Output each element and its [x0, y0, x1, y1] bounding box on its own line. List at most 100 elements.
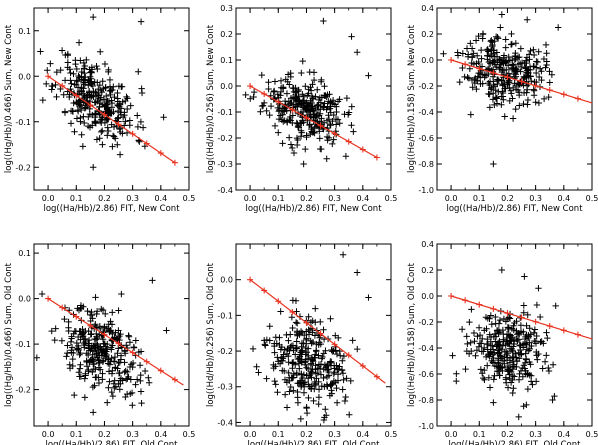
data-point [498, 93, 505, 100]
data-point [278, 116, 285, 124]
plot-frame [33, 7, 190, 191]
data-point [123, 376, 130, 383]
data-point [295, 124, 303, 131]
data-point [296, 353, 304, 360]
data-point [133, 376, 141, 383]
data-point [322, 405, 329, 413]
data-point [314, 102, 321, 110]
fit-line-marker [129, 130, 136, 137]
y-tick-label: 0.1 [220, 56, 233, 65]
data-point [111, 377, 118, 384]
data-point [136, 362, 144, 369]
fit-line-marker [59, 82, 66, 89]
data-point [99, 358, 107, 365]
data-point [292, 351, 299, 358]
data-point [339, 251, 347, 258]
data-point [315, 361, 323, 368]
data-point [315, 393, 323, 401]
data-point [480, 344, 488, 352]
data-point [536, 65, 544, 72]
data-point [302, 145, 309, 153]
data-point [69, 362, 76, 370]
data-point [479, 335, 486, 343]
data-point [110, 133, 118, 140]
data-point [292, 297, 300, 304]
data-point [339, 369, 347, 377]
data-point [70, 70, 77, 78]
data-point [517, 322, 525, 329]
data-point [81, 375, 88, 382]
data-point [329, 117, 336, 125]
data-point [549, 361, 557, 368]
fit-line-marker [532, 318, 539, 325]
data-point [102, 310, 109, 318]
data-point [517, 68, 524, 75]
data-point [286, 115, 293, 123]
x-axis-label: log((Ha/Hb)/2.86) FIT, New Cont [43, 204, 180, 214]
fit-line-marker [546, 87, 553, 94]
data-point [324, 136, 331, 144]
data-point [97, 48, 104, 55]
data-point [466, 318, 473, 326]
data-point [512, 73, 520, 80]
data-point [510, 385, 517, 392]
data-point [283, 331, 290, 339]
data-point [77, 114, 84, 122]
data-point [275, 115, 283, 123]
data-point [306, 326, 314, 334]
data-point [115, 114, 122, 121]
data-point [335, 365, 342, 373]
data-point [64, 349, 71, 357]
fit-line-marker [560, 327, 567, 334]
data-point [303, 409, 311, 417]
data-point [118, 83, 125, 90]
y-tick-label: -0.2 [15, 386, 31, 395]
x-tick-label: 0.2 [98, 194, 111, 203]
data-point [94, 335, 101, 342]
data-point [496, 316, 504, 324]
data-point [92, 294, 99, 301]
data-point [82, 372, 89, 379]
fit-line-marker [73, 92, 80, 99]
data-point [107, 87, 114, 95]
data-point [78, 131, 85, 138]
data-point [494, 33, 501, 41]
data-point [308, 385, 315, 393]
data-point [504, 340, 511, 347]
data-point [71, 328, 78, 335]
data-point [506, 359, 514, 366]
data-point [348, 103, 355, 110]
data-point [257, 108, 264, 115]
data-point [93, 310, 100, 318]
data-point [305, 352, 312, 360]
fit-line-marker [143, 358, 150, 365]
data-point [38, 290, 46, 298]
data-point [340, 352, 348, 360]
data-point [141, 367, 149, 375]
data-point [80, 339, 87, 347]
data-point [509, 365, 517, 373]
data-point [49, 82, 56, 90]
data-point [521, 359, 529, 367]
data-point [487, 86, 495, 93]
data-point [103, 92, 110, 100]
data-point [96, 323, 103, 330]
y-tick-label: 0.2 [220, 30, 233, 39]
data-point [107, 86, 115, 94]
x-tick-label: 0.4 [557, 430, 570, 439]
data-point [276, 360, 284, 367]
data-point [532, 64, 540, 71]
fit-line-marker [345, 352, 352, 359]
data-point [304, 92, 311, 99]
data-point [53, 68, 61, 76]
data-point [114, 141, 121, 148]
data-point [330, 362, 338, 369]
data-point [512, 350, 519, 357]
data-point [99, 127, 106, 134]
data-point [494, 35, 502, 42]
data-point [314, 369, 322, 377]
y-tick-label: 0.3 [220, 4, 233, 13]
data-point [490, 78, 497, 85]
data-point [315, 386, 323, 393]
data-point [110, 358, 118, 365]
